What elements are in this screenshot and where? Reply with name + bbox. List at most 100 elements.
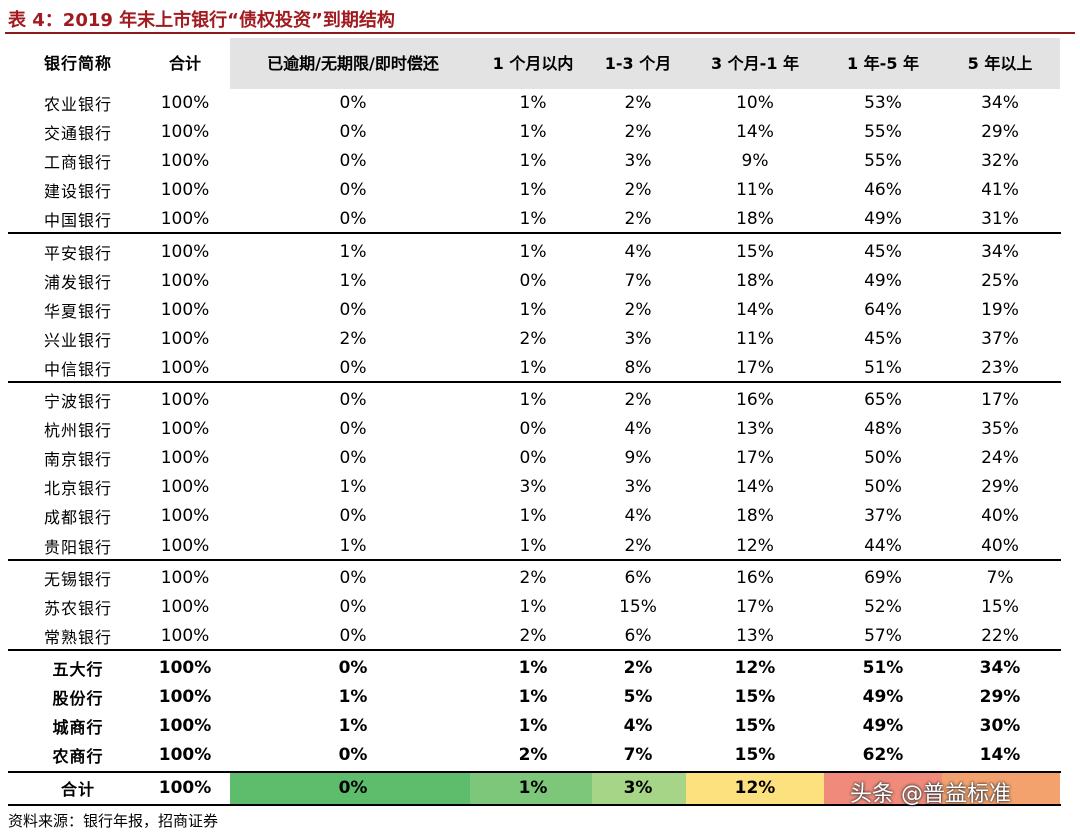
- watermark: 头条 @普益标准: [850, 782, 1011, 807]
- table-cell: 0%: [339, 625, 367, 646]
- table-cell: 1%: [519, 506, 547, 527]
- table-cell: 0%: [339, 357, 367, 378]
- table-cell: 1%: [339, 270, 367, 291]
- table-title: 表 4：2019 年末上市银行“债权投资”到期结构: [8, 10, 395, 31]
- table-cell: 2%: [623, 657, 653, 678]
- table-cell: 15%: [734, 716, 776, 737]
- table-cell: 0%: [519, 270, 547, 291]
- table-cell: 4%: [624, 241, 652, 262]
- table-cell: 30%: [979, 716, 1021, 737]
- table-cell: 51%: [864, 357, 902, 378]
- table-cell: 0%: [339, 448, 367, 469]
- total-cell-background: [686, 773, 824, 804]
- title-rule: [5, 32, 1075, 34]
- table-cell: 15%: [734, 687, 776, 707]
- table-cell: 6%: [624, 567, 652, 588]
- table-cell: 49%: [862, 687, 904, 707]
- table-cell: 4%: [623, 716, 653, 737]
- table-cell: 100%: [160, 567, 210, 588]
- table-cell: 64%: [864, 299, 902, 320]
- table-cell: 1%: [519, 299, 547, 320]
- table-cell: 34%: [979, 657, 1021, 678]
- table-cell: 3%: [624, 328, 652, 349]
- table-cell: 100%: [158, 716, 212, 737]
- table-cell: 1%: [519, 122, 547, 143]
- table-cell: 1%: [519, 180, 547, 201]
- table-cell: 2%: [624, 299, 652, 320]
- total-cell: 1%: [518, 778, 548, 798]
- table-cell: 1%: [339, 535, 367, 556]
- table-cell: 1%: [519, 596, 547, 617]
- total-cell-background: [824, 773, 942, 804]
- table-cell: 65%: [864, 390, 902, 410]
- table-cell: 25%: [981, 270, 1019, 291]
- table-cell: 18%: [736, 270, 774, 291]
- row-label: 浦发银行: [43, 272, 113, 292]
- table-cell: 1%: [339, 241, 367, 262]
- table-cell: 62%: [862, 745, 904, 766]
- table-cell: 1%: [338, 716, 368, 737]
- table-cell: 0%: [339, 151, 367, 172]
- table-cell: 0%: [339, 390, 367, 410]
- header-cell: 1-3 个月: [604, 54, 672, 73]
- table-cell: 40%: [981, 506, 1019, 527]
- table-cell: 34%: [981, 93, 1019, 113]
- table-cell: 100%: [160, 625, 210, 646]
- table-cell: 19%: [981, 299, 1019, 320]
- table-cell: 49%: [864, 209, 902, 230]
- row-label: 平安银行: [43, 243, 113, 263]
- row-label: 南京银行: [43, 450, 113, 470]
- table-cell: 1%: [519, 535, 547, 556]
- table-cell: 11%: [736, 328, 774, 349]
- table-cell: 40%: [981, 535, 1019, 556]
- table-cell: 0%: [339, 419, 367, 440]
- table-cell: 100%: [160, 270, 210, 291]
- table-cell: 1%: [338, 687, 368, 707]
- table-cell: 53%: [864, 93, 902, 113]
- row-label: 兴业银行: [43, 330, 113, 350]
- table-cell: 12%: [734, 657, 776, 678]
- table-cell: 1%: [519, 241, 547, 262]
- table-cell: 100%: [160, 299, 210, 320]
- group-separator: [8, 232, 1061, 235]
- table-cell: 6%: [624, 625, 652, 646]
- header-cell: 已逾期/无期限/即时偿还: [267, 54, 439, 73]
- table-cell: 1%: [519, 357, 547, 378]
- table-cell: 3%: [519, 477, 547, 498]
- table-cell: 0%: [339, 209, 367, 230]
- table-cell: 15%: [734, 745, 776, 766]
- table-cell: 11%: [736, 180, 774, 201]
- table-cell: 49%: [862, 716, 904, 737]
- table-cell: 0%: [339, 299, 367, 320]
- source-note: 资料来源：银行年报，招商证券: [8, 812, 219, 830]
- table-cell: 13%: [736, 625, 774, 646]
- table-cell: 9%: [741, 151, 769, 172]
- table-cell: 50%: [864, 448, 902, 469]
- row-label: 常熟银行: [43, 627, 113, 647]
- table-cell: 1%: [519, 151, 547, 172]
- table-cell: 49%: [864, 270, 902, 291]
- table-cell: 17%: [981, 390, 1019, 410]
- table-cell: 0%: [338, 657, 368, 678]
- table-cell: 23%: [981, 357, 1019, 378]
- table-cell: 7%: [623, 745, 653, 766]
- row-label: 北京银行: [43, 479, 113, 499]
- total-cell-background: [592, 773, 686, 804]
- table-cell: 44%: [864, 535, 902, 556]
- table-cell: 2%: [519, 567, 547, 588]
- row-label: 贵阳银行: [43, 537, 113, 557]
- group-separator: [8, 380, 1061, 383]
- table-cell: 45%: [864, 328, 902, 349]
- row-label: 农商行: [52, 747, 104, 767]
- table-cell: 17%: [736, 596, 774, 617]
- table-cell: 29%: [979, 687, 1021, 707]
- table-cell: 0%: [339, 180, 367, 201]
- header-background: [230, 38, 1060, 89]
- row-label: 农业银行: [43, 95, 113, 114]
- group-separator: [8, 558, 1061, 561]
- table-cell: 100%: [160, 209, 210, 230]
- table-cell: 37%: [981, 328, 1019, 349]
- table-cell: 100%: [160, 241, 210, 262]
- table-cell: 16%: [736, 390, 774, 410]
- table-cell: 100%: [158, 745, 212, 766]
